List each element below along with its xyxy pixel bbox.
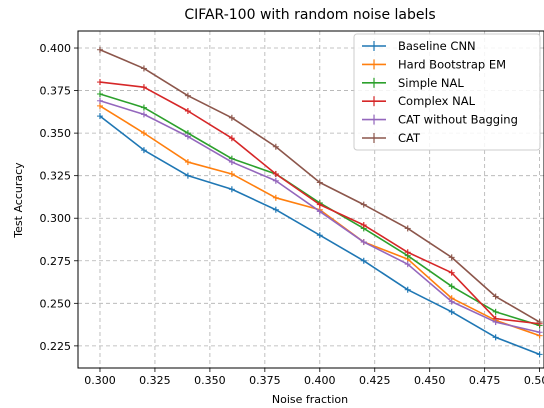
x-tick-label: 0.475 [469,374,501,387]
x-tick-label: 0.325 [139,374,171,387]
legend-label: Baseline CNN [398,39,476,53]
y-tick-label: 0.300 [40,212,72,225]
legend-label: Complex NAL [398,94,476,108]
y-tick-label: 0.400 [40,42,72,55]
y-tick-label: 0.225 [40,340,72,353]
y-tick-label: 0.350 [40,127,72,140]
series-group [96,46,543,358]
x-tick-label: 0.375 [249,374,281,387]
x-tick-label: 0.450 [414,374,446,387]
legend-label: CAT without Bagging [398,113,518,127]
x-tick-label: 0.300 [84,374,116,387]
series-4 [96,97,543,336]
legend-box [353,33,541,151]
x-tick-label: 0.350 [194,374,226,387]
axis-ticks: 0.300 0.325 0.350 0.375 0.400 0.425 0.450 0.475… [40,42,544,387]
y-axis-label: Test Accuracy [12,162,25,239]
legend: Baseline CNN Hard Bootstrap EM Simple NAL C… [353,33,541,151]
plot-frame [77,30,544,369]
x-axis-label: Noise fraction [272,393,348,406]
x-tick-label: 0.500 [524,374,544,387]
legend-label: Hard Bootstrap EM [398,57,506,71]
legend-label: CAT [398,131,421,145]
y-tick-label: 0.250 [40,297,72,310]
chart-title: CIFAR-100 with random noise labels [184,7,435,23]
y-tick-label: 0.275 [40,255,72,268]
legend-label: Simple NAL [398,76,464,90]
y-tick-label: 0.325 [40,170,72,183]
x-tick-label: 0.425 [359,374,391,387]
series-0 [96,113,543,358]
series-3 [96,79,543,327]
series-5 [96,46,543,326]
y-tick-label: 0.375 [40,85,72,98]
x-tick-label: 0.400 [304,374,336,387]
